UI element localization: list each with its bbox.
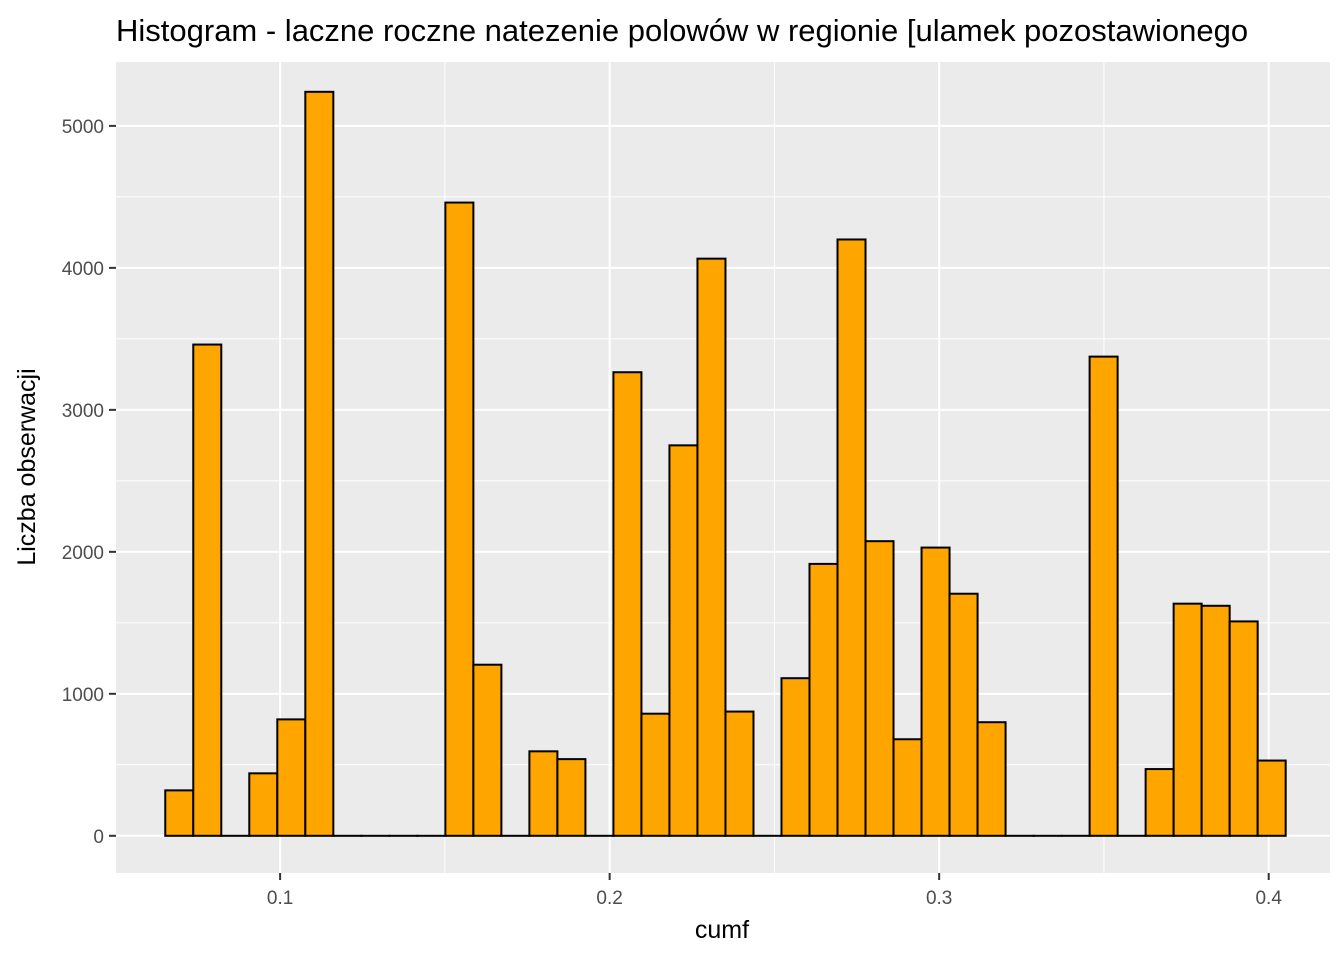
histogram-bar-1 <box>192 343 223 837</box>
histogram-bar-27 <box>920 546 951 837</box>
histogram-bar-14 <box>556 758 587 837</box>
x-tick-label: 0.1 <box>267 888 293 909</box>
histogram-bars <box>164 90 1287 837</box>
histogram-bar-28 <box>948 592 979 837</box>
y-tick-label: 5000 <box>62 117 104 138</box>
histogram-bar-4 <box>276 718 307 837</box>
histogram-bar-39 <box>1256 759 1287 837</box>
histogram-bar-10 <box>444 201 475 837</box>
histogram-bar-25 <box>864 540 895 837</box>
y-axis: 0 1000 2000 3000 4000 5000 <box>62 117 116 848</box>
histogram-bar-24 <box>836 238 867 837</box>
x-tick-label: 0.2 <box>596 888 622 909</box>
histogram-bar-20 <box>724 710 755 837</box>
histogram-bar-36 <box>1172 602 1203 837</box>
y-tick-label: 1000 <box>62 685 104 706</box>
histogram-bar-33 <box>1088 355 1119 837</box>
histogram-bar-29 <box>976 721 1007 837</box>
histogram-bar-13 <box>528 750 559 837</box>
x-axis: 0.1 0.2 0.3 0.4 <box>267 873 1282 909</box>
histogram-bar-38 <box>1228 620 1259 837</box>
y-tick-label: 2000 <box>62 543 104 564</box>
histogram-bar-26 <box>892 738 923 837</box>
x-tick-label: 0.3 <box>926 888 952 909</box>
histogram-bar-5 <box>304 90 335 837</box>
histogram-bar-0 <box>164 789 195 837</box>
histogram-bar-35 <box>1144 768 1175 837</box>
y-tick-label: 0 <box>93 827 104 848</box>
histogram-bar-19 <box>696 257 727 837</box>
histogram-bar-16 <box>612 371 643 837</box>
histogram-bar-11 <box>472 663 503 837</box>
y-axis-title: Liczba obserwacji <box>13 368 41 565</box>
histogram-bar-37 <box>1200 604 1231 837</box>
histogram-bar-18 <box>668 444 699 837</box>
y-tick-label: 4000 <box>62 259 104 280</box>
y-tick-label: 3000 <box>62 401 104 422</box>
x-tick-label: 0.4 <box>1255 888 1282 909</box>
histogram-bar-23 <box>808 562 839 837</box>
histogram-bar-22 <box>780 677 811 837</box>
histogram-bar-3 <box>248 772 279 837</box>
x-axis-title: cumf <box>695 916 749 944</box>
histogram-bar-17 <box>640 712 671 837</box>
chart-title: Histogram - laczne roczne natezenie polo… <box>116 13 1248 48</box>
